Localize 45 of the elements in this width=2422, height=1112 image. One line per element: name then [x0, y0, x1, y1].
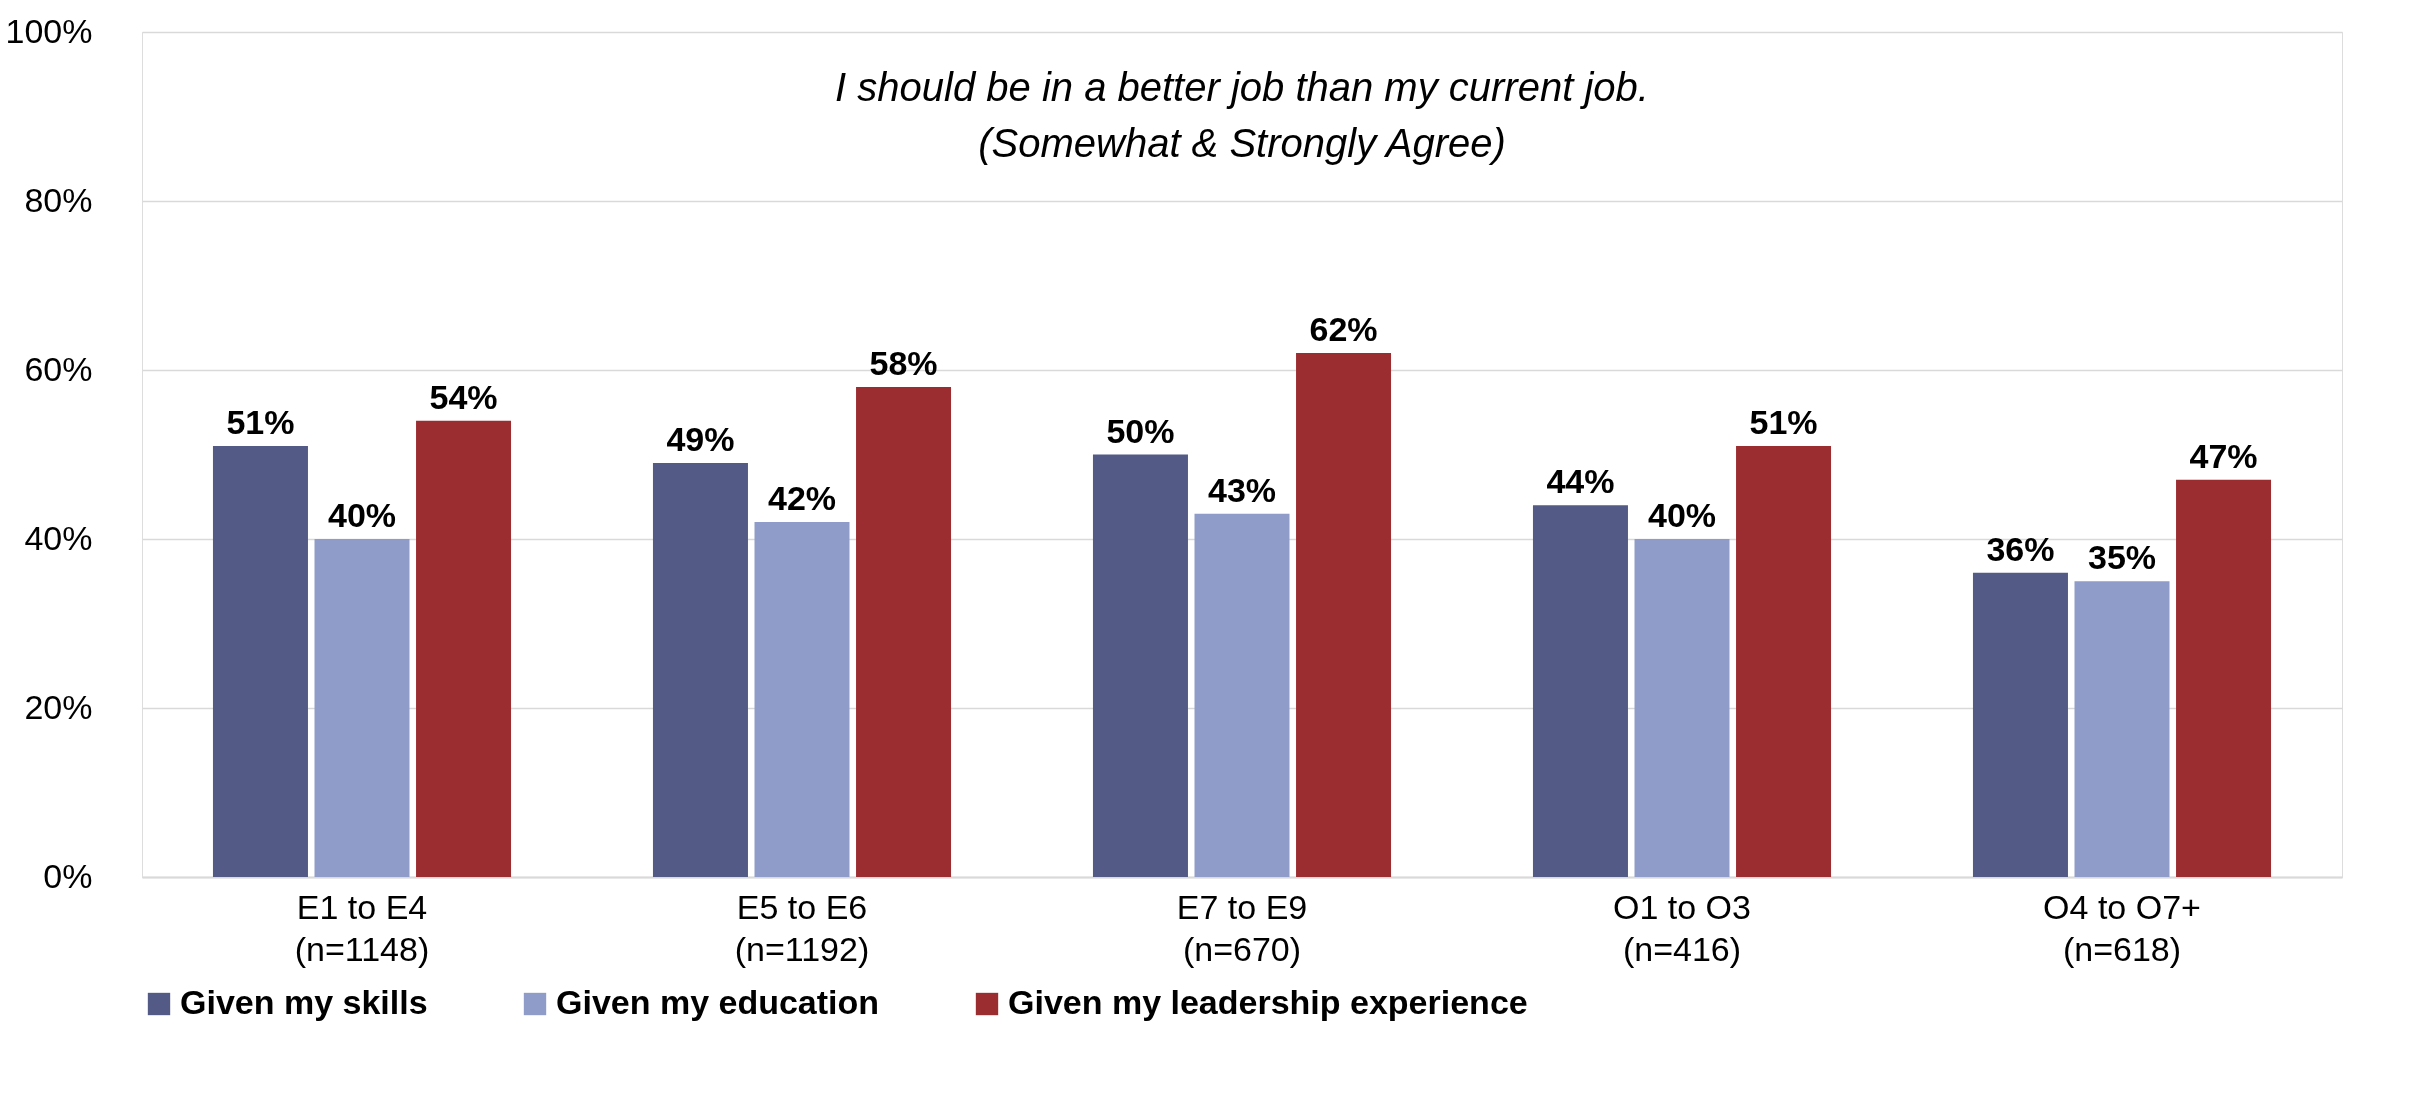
data-label: 40% [1647, 496, 1717, 534]
y-tick-label: 20% [24, 687, 93, 726]
bar [1736, 446, 1832, 877]
data-label: 43% [1207, 470, 1277, 509]
data-label: 44% [1546, 462, 1615, 501]
data-label: 54% [429, 377, 498, 416]
bar [754, 522, 850, 877]
bar [856, 386, 952, 877]
bar [1532, 505, 1628, 877]
y-tick-label: 100% [5, 11, 93, 50]
text: I should be in a better job than my current job. (Somewhat & Strongly Agree) [835, 65, 1649, 165]
bar [1092, 454, 1188, 877]
x-tick-label: E5 to E6 (n=1192) [734, 887, 870, 968]
bar [416, 420, 512, 877]
bar [212, 446, 308, 877]
y-tick-label: 40% [24, 518, 93, 557]
x-tick-label: O4 to O7+ (n=618) [2043, 887, 2201, 968]
data-label: 49% [666, 419, 735, 458]
data-label: 36% [1986, 529, 2055, 568]
bar [652, 462, 748, 877]
y-tick-label: 0% [43, 856, 93, 895]
bar [2074, 581, 2170, 877]
bar [1972, 572, 2068, 877]
data-label: 62% [1309, 310, 1378, 349]
bar [1194, 513, 1290, 877]
data-label: 51% [1749, 403, 1818, 442]
legend-label: Given my education [556, 983, 880, 1021]
data-label: 51% [226, 403, 295, 442]
legend-label: Given my skills [180, 983, 428, 1021]
data-label: 35% [2087, 538, 2157, 577]
bar [2176, 479, 2272, 877]
data-label: 58% [869, 343, 938, 382]
x-tick-label: O1 to O3 (n=416) [1613, 887, 1751, 968]
data-label: 47% [2189, 436, 2258, 475]
y-tick-label: 80% [24, 180, 93, 219]
data-label: 40% [327, 496, 397, 534]
data-label: 42% [767, 479, 837, 518]
data-label: 50% [1106, 411, 1175, 450]
bar [1634, 539, 1730, 877]
bar [314, 539, 410, 877]
legend-label: Given my leadership experience [1008, 983, 1528, 1021]
y-tick-label: 60% [24, 349, 93, 388]
bar [1296, 353, 1392, 877]
x-tick-label: E7 to E9 (n=670) [1176, 887, 1308, 968]
x-tick-label: E1 to E4 (n=1148) [294, 887, 430, 968]
